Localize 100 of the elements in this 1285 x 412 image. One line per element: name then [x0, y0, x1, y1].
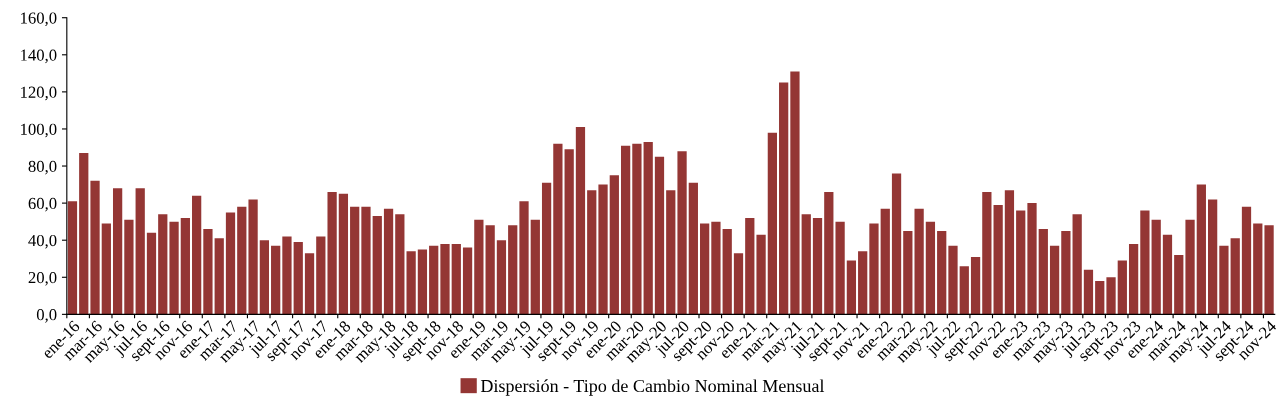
bar [1241, 206, 1252, 315]
bar [688, 182, 698, 315]
bar [101, 223, 111, 315]
bar [711, 221, 721, 315]
bar [474, 219, 484, 315]
bar [541, 182, 552, 315]
bar [722, 229, 732, 315]
bar [700, 223, 710, 315]
bar [90, 180, 100, 315]
y-tick-label: 160,0 [21, 12, 57, 27]
bar [903, 230, 913, 315]
bar [609, 175, 619, 315]
bar [158, 214, 168, 315]
bar [1117, 260, 1127, 315]
bar [259, 240, 269, 315]
bar [508, 225, 518, 315]
bar [1230, 238, 1240, 315]
bar [880, 208, 890, 315]
bar [180, 217, 190, 315]
bar [598, 184, 608, 315]
bar [496, 240, 507, 315]
bar [192, 195, 202, 315]
bar [835, 221, 845, 315]
y-tick-label: 140,0 [21, 49, 57, 64]
bar [395, 214, 405, 315]
bar [801, 214, 811, 315]
bar [440, 243, 450, 315]
bar [654, 156, 665, 315]
bar [1061, 230, 1071, 315]
bar [1072, 214, 1082, 315]
bar [214, 238, 224, 315]
bar [1196, 184, 1206, 315]
bar [372, 216, 382, 315]
bar [293, 242, 303, 315]
bar [271, 245, 281, 315]
bar [135, 188, 145, 315]
bar [169, 221, 179, 315]
legend-label: Dispersión - Tipo de Cambio Nominal Mensual [480, 379, 825, 396]
bar [575, 127, 586, 315]
bar [982, 191, 992, 315]
bar [643, 141, 653, 315]
bar [824, 191, 834, 315]
bar [632, 143, 642, 315]
bar [203, 229, 213, 315]
bar [970, 256, 981, 315]
bar [1106, 277, 1116, 315]
y-tick-label: 60,0 [28, 197, 57, 212]
y-tick-label: 40,0 [28, 234, 57, 249]
bar [1174, 255, 1184, 315]
bar [937, 230, 947, 315]
bar [361, 206, 371, 315]
bar [767, 132, 777, 315]
bar [925, 221, 936, 315]
bar [1083, 269, 1094, 315]
bar [112, 188, 123, 315]
bar [124, 219, 134, 315]
bar [282, 236, 292, 315]
y-tick-label: 20,0 [28, 271, 57, 286]
bar [451, 243, 461, 315]
bar [519, 201, 529, 315]
bar [553, 143, 563, 315]
bar [530, 219, 540, 315]
y-tick-label: 100,0 [21, 123, 57, 138]
bar [666, 190, 676, 315]
bar [417, 249, 428, 315]
bar [406, 251, 416, 315]
bar [1162, 234, 1173, 315]
bar [1253, 223, 1263, 315]
bar [338, 193, 349, 315]
bar [146, 232, 157, 315]
bar [914, 208, 924, 315]
bar [1004, 190, 1015, 315]
bar [677, 151, 687, 315]
bar [959, 266, 969, 315]
bar [1049, 245, 1060, 315]
bar [756, 234, 766, 315]
bar [429, 245, 439, 315]
bar [462, 247, 473, 315]
bar [858, 251, 868, 315]
bar [1095, 280, 1105, 315]
bar [1140, 210, 1150, 315]
bar [891, 173, 902, 315]
bar [1027, 203, 1037, 315]
bar [1151, 219, 1161, 315]
bar [948, 245, 958, 315]
bar [779, 82, 789, 315]
bar [304, 253, 315, 315]
bar [79, 153, 89, 315]
bar [733, 253, 744, 315]
y-tick-label: 120,0 [21, 86, 57, 101]
bar [869, 223, 879, 315]
bar [1016, 210, 1026, 315]
bar [316, 236, 326, 315]
bar [485, 225, 495, 315]
bar [1038, 229, 1048, 315]
bar [383, 208, 394, 315]
bar [1208, 199, 1218, 315]
bar [846, 260, 857, 315]
bar [67, 201, 78, 315]
bar [1264, 225, 1274, 315]
